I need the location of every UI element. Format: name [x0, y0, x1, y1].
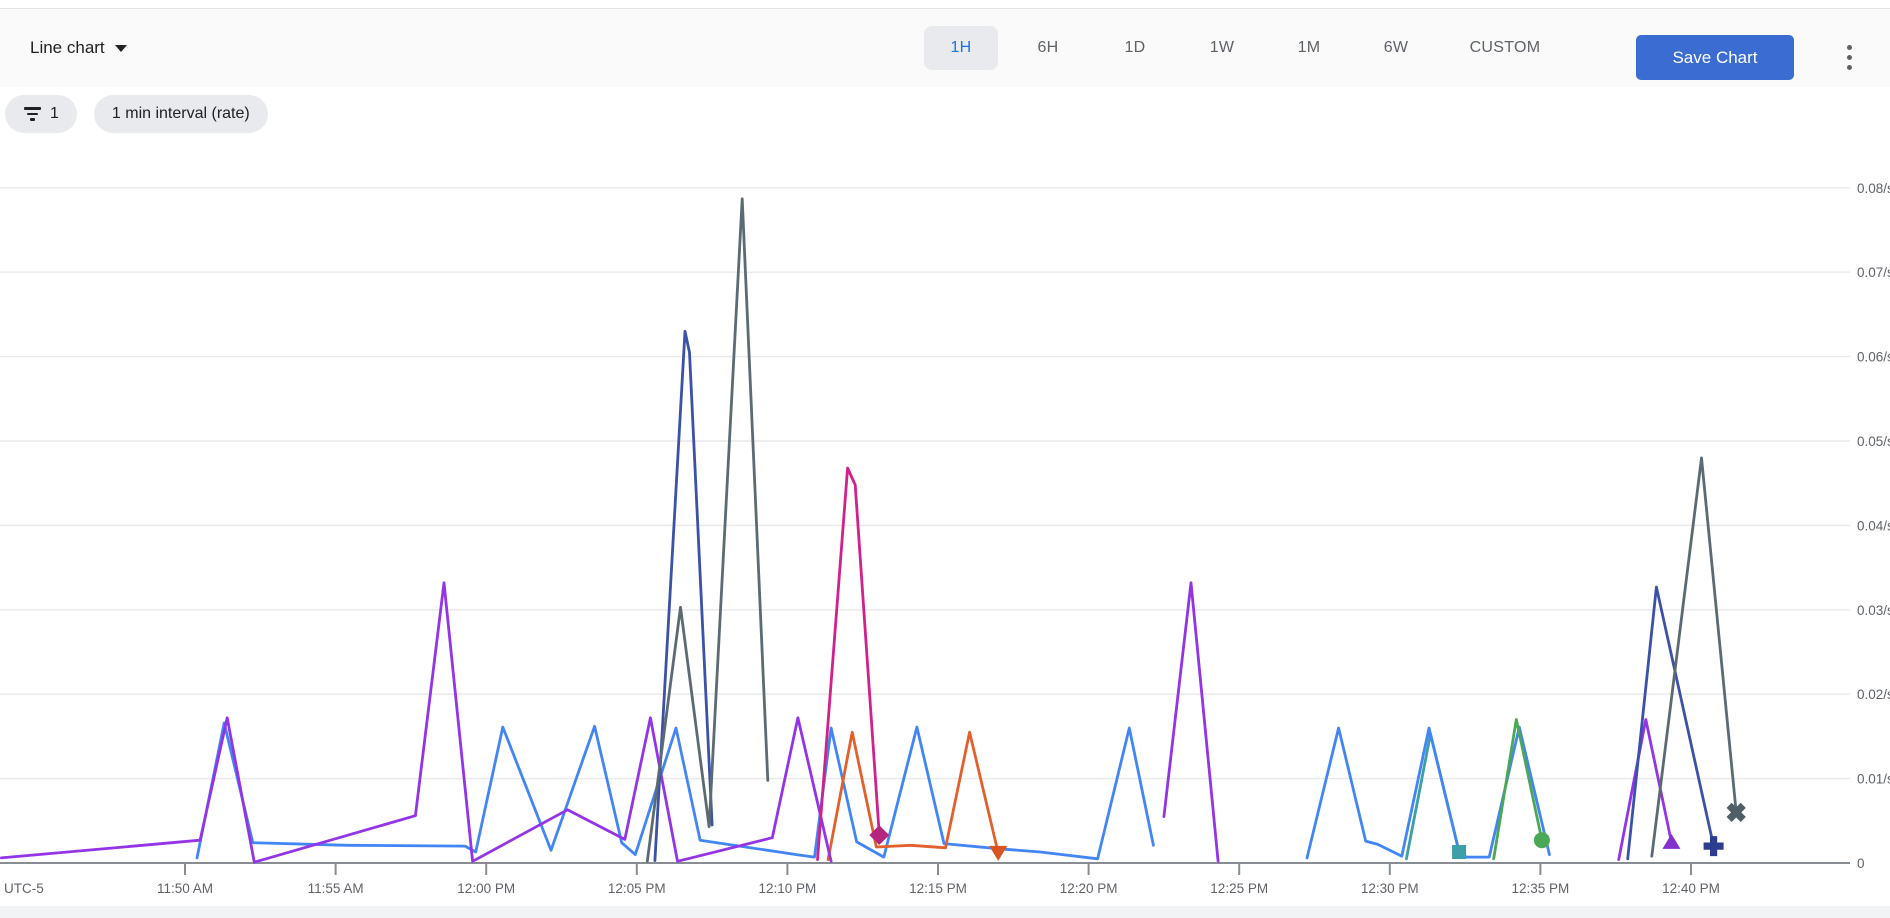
x-axis-tick-label: 12:25 PM: [1210, 881, 1268, 896]
x-axis-tick-label: 12:40 PM: [1662, 881, 1720, 896]
x-axis-tick-label: 11:50 AM: [157, 881, 213, 896]
time-range-selector: 1H 6H 1D 1W 1M 6W CUSTOM: [924, 9, 1577, 87]
range-button-1d[interactable]: 1D: [1124, 39, 1146, 56]
range-button-1m[interactable]: 1M: [1297, 39, 1321, 56]
y-axis-tick-label: 0.02/s: [1857, 687, 1890, 702]
series-end-marker-diamond-magenta: [869, 825, 890, 846]
y-axis-tick-label: 0: [1857, 856, 1865, 871]
x-axis-tick-label: 12:35 PM: [1512, 881, 1570, 896]
series-end-marker-plus-indigo: [1703, 836, 1724, 857]
series-line-indigo: [653, 329, 714, 862]
range-button-1w[interactable]: 1W: [1209, 39, 1235, 56]
timezone-label: UTC-5: [4, 881, 44, 896]
series-line-magenta: [816, 466, 881, 861]
series-line-blue: [1305, 725, 1551, 860]
filter-count-chip[interactable]: 1: [5, 95, 77, 133]
series-end-marker-x-slate: [1726, 802, 1746, 822]
chart-type-dropdown[interactable]: Line chart: [30, 9, 127, 87]
y-axis-tick-label: 0.07/s: [1857, 265, 1890, 280]
y-axis-tick-label: 0.06/s: [1857, 350, 1890, 365]
chevron-down-icon: [114, 44, 127, 52]
y-axis-tick-label: 0.04/s: [1857, 518, 1890, 533]
x-axis-tick-label: 11:55 AM: [308, 881, 364, 896]
x-axis-tick-label: 12:00 PM: [457, 881, 515, 896]
series-end-marker-circle-green: [1533, 832, 1550, 849]
series-line-purple: [0, 581, 833, 864]
series-line-indigo: [1626, 585, 1715, 861]
series-end-marker-square-teal: [1452, 845, 1467, 860]
series-line-green: [1492, 718, 1544, 861]
x-axis-tick-label: 12:30 PM: [1361, 881, 1419, 896]
series-end-marker-triangle-down-orange: [989, 845, 1008, 861]
series-line-slate: [645, 197, 770, 863]
next-card-edge: [0, 906, 1890, 918]
x-axis-tick-label: 12:10 PM: [759, 881, 817, 896]
chart-toolbar: Line chart 1H 6H 1D 1W 1M 6W CUSTOM Save Chart: [0, 8, 1890, 87]
x-axis-tick-label: 12:05 PM: [608, 881, 666, 896]
series-line-purple: [1162, 581, 1220, 863]
y-axis-tick-label: 0.05/s: [1857, 434, 1890, 449]
chart-type-label: Line chart: [30, 38, 105, 57]
range-button-1h[interactable]: 1H: [924, 26, 998, 70]
range-button-6w[interactable]: 6W: [1383, 39, 1409, 56]
save-chart-button[interactable]: Save Chart: [1636, 35, 1794, 80]
range-button-custom[interactable]: CUSTOM: [1469, 39, 1541, 56]
y-axis-tick-label: 0.08/s: [1857, 181, 1890, 196]
interval-chip-label: 1 min interval (rate): [111, 105, 250, 122]
series-line-purple: [1617, 718, 1673, 861]
y-axis-tick-label: 0.03/s: [1857, 603, 1890, 618]
filter-count-label: 1: [50, 105, 59, 122]
filter-chip-row: 1 1 min interval (rate): [5, 95, 268, 133]
more-options-kebab-icon[interactable]: [1836, 35, 1862, 80]
x-axis-tick-label: 12:20 PM: [1060, 881, 1118, 896]
x-axis-tick-label: 12:15 PM: [909, 881, 967, 896]
range-button-6h[interactable]: 6H: [1037, 39, 1059, 56]
y-axis-tick-label: 0.01/s: [1857, 772, 1890, 787]
filter-icon: [23, 107, 41, 121]
series-line-orange: [826, 730, 1000, 861]
series-end-marker-triangle-up-purple: [1662, 833, 1681, 849]
series-line-slate: [1650, 456, 1738, 858]
interval-chip[interactable]: 1 min interval (rate): [93, 95, 268, 133]
